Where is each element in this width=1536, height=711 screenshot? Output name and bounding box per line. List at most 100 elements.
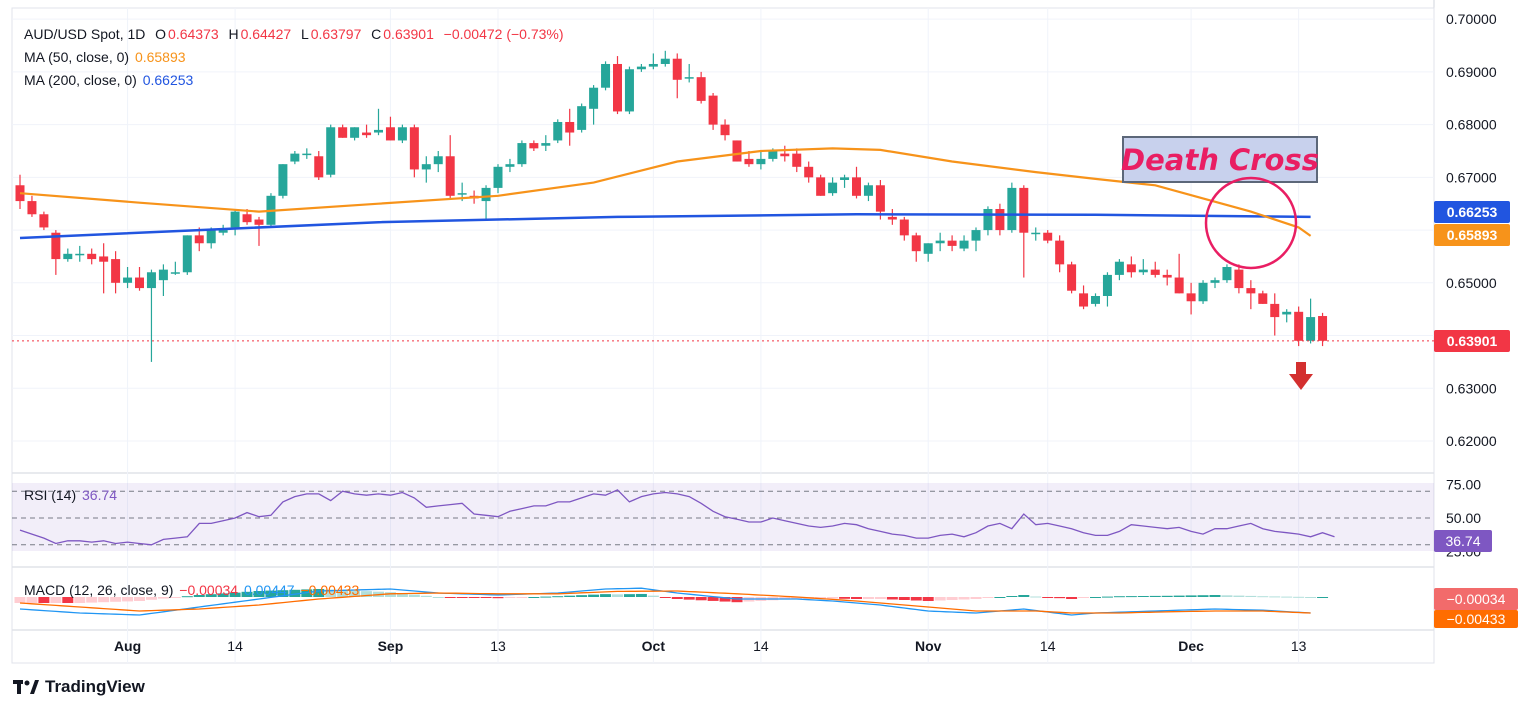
candle-body bbox=[577, 106, 587, 130]
candle-body bbox=[553, 121, 563, 141]
candle-body bbox=[326, 127, 336, 175]
grid bbox=[11, 0, 1435, 664]
macd-histogram-bar bbox=[468, 597, 480, 598]
macd-histogram-bar bbox=[253, 591, 265, 597]
macd-histogram-bar bbox=[516, 597, 528, 598]
svg-text:−0.00433: −0.00433 bbox=[1447, 611, 1506, 627]
macd-histogram-bar bbox=[1197, 595, 1209, 597]
svg-text:36.74: 36.74 bbox=[1445, 533, 1480, 549]
candle-body bbox=[314, 156, 324, 178]
candle-body bbox=[1043, 232, 1053, 241]
candle-body bbox=[218, 230, 228, 233]
candle-body bbox=[1162, 274, 1172, 278]
candle-body bbox=[146, 272, 156, 289]
candle-body bbox=[840, 177, 850, 180]
macd-histogram-bar bbox=[600, 594, 612, 597]
low-value: 0.63797 bbox=[310, 26, 362, 42]
macd-histogram-bar bbox=[1078, 597, 1090, 598]
candle-body bbox=[99, 256, 109, 262]
ma200-legend[interactable]: MA (200, close, 0) 0.66253 bbox=[24, 72, 194, 88]
candle-body bbox=[828, 182, 838, 194]
candle-body bbox=[1019, 187, 1029, 233]
price-tick-label: 0.70000 bbox=[1446, 11, 1497, 27]
time-tick-label: Dec bbox=[1178, 638, 1204, 654]
macd-histogram-bar bbox=[647, 595, 659, 597]
candle-body bbox=[1091, 295, 1100, 304]
candle-body bbox=[75, 253, 85, 256]
open-value: 0.64373 bbox=[168, 26, 219, 42]
macd-histogram-bar bbox=[1090, 597, 1101, 598]
candle-body bbox=[374, 129, 383, 133]
high-value: 0.64427 bbox=[240, 26, 292, 42]
candle-body bbox=[899, 219, 909, 236]
candle-body bbox=[1246, 288, 1256, 294]
candle-body bbox=[589, 87, 599, 109]
macd-histogram-bar bbox=[229, 592, 241, 597]
ma50-legend[interactable]: MA (50, close, 0) 0.65893 bbox=[24, 49, 186, 65]
candle-body bbox=[804, 166, 814, 178]
candle-body bbox=[493, 166, 503, 188]
candle-body bbox=[505, 164, 515, 167]
macd-histogram-bar bbox=[612, 594, 623, 597]
candle-body bbox=[1186, 293, 1196, 302]
rsi-pane bbox=[12, 489, 1434, 546]
macd-histogram-bar bbox=[325, 589, 337, 597]
macd-histogram-bar bbox=[1185, 595, 1197, 597]
macd-histogram-bar bbox=[361, 591, 373, 597]
macd-histogram-bar bbox=[50, 597, 62, 603]
macd-histogram-bar bbox=[564, 595, 576, 597]
ma50-price-label: 0.65893 bbox=[1434, 224, 1510, 246]
macd-legend[interactable]: MACD (12, 26, close, 9) −0.00034 0.00447… bbox=[24, 582, 360, 598]
candle-body bbox=[565, 121, 575, 133]
candle-body bbox=[338, 127, 348, 138]
macd-histogram-bar bbox=[169, 597, 181, 598]
candle-body bbox=[1294, 311, 1304, 341]
macd-histogram-bar bbox=[504, 597, 516, 598]
macd-histogram-bar bbox=[576, 595, 588, 597]
time-tick-label: 14 bbox=[227, 638, 243, 654]
macd-histogram-bar bbox=[886, 597, 898, 600]
candle-body bbox=[206, 230, 216, 244]
rsi-legend[interactable]: RSI (14) 36.74 bbox=[24, 487, 118, 503]
macd-histogram-bar bbox=[26, 597, 38, 603]
candle-body bbox=[684, 77, 694, 79]
macd-histogram-bar bbox=[384, 592, 396, 597]
macd-histogram-bar bbox=[1209, 595, 1221, 597]
price-tick-label: 0.63000 bbox=[1446, 380, 1497, 396]
time-tick-label: Nov bbox=[915, 638, 942, 654]
candle-body bbox=[421, 164, 431, 170]
macd-histogram-bar bbox=[683, 597, 695, 600]
candle-body bbox=[660, 58, 670, 64]
macd-histogram-bar bbox=[1281, 596, 1293, 598]
macd-histogram-bar bbox=[1269, 596, 1281, 598]
candle-body bbox=[1067, 264, 1077, 291]
candle-body bbox=[1282, 311, 1292, 315]
candle-body bbox=[254, 219, 264, 225]
macd-histogram-bar bbox=[552, 596, 564, 598]
macd-histogram-bar bbox=[38, 597, 50, 603]
candle-body bbox=[15, 185, 25, 202]
candle-body bbox=[995, 208, 1005, 231]
macd-histogram-bar bbox=[134, 597, 145, 601]
macd-histogram-bar bbox=[994, 597, 1006, 598]
macd-histogram-bar bbox=[623, 594, 635, 597]
macd-histogram-bar bbox=[815, 597, 827, 599]
candle-body bbox=[278, 164, 288, 196]
ma50-line bbox=[19, 147, 1312, 237]
ma200-price-label: 0.66253 bbox=[1434, 201, 1510, 223]
candle-body bbox=[1031, 232, 1041, 235]
candle-body bbox=[1198, 282, 1208, 302]
candle-body bbox=[1270, 303, 1280, 318]
tradingview-label: TradingView bbox=[45, 677, 145, 696]
candle-body bbox=[935, 240, 945, 244]
tradingview-logo[interactable]: TradingView bbox=[13, 677, 145, 697]
price-axis: 0.700000.690000.680000.670000.660000.650… bbox=[1446, 11, 1497, 559]
macd-histogram-bar bbox=[982, 597, 994, 598]
candle-body bbox=[636, 66, 646, 70]
candle-body bbox=[1210, 280, 1220, 283]
macd-value-label: −0.00034 bbox=[1434, 588, 1518, 610]
macd-pane bbox=[14, 587, 1329, 616]
macd-histogram-bar bbox=[1221, 595, 1233, 597]
macd-histogram-bar bbox=[444, 597, 456, 598]
